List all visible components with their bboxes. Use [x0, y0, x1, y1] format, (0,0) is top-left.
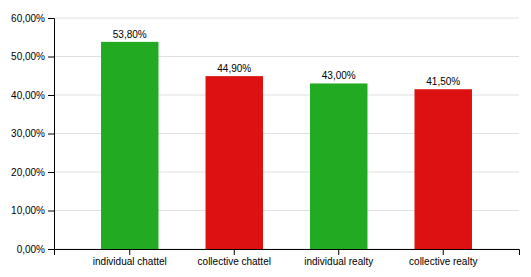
- grid-line: [54, 18, 519, 19]
- y-tick: 10,00%: [11, 205, 54, 216]
- y-tick: 50,00%: [11, 51, 54, 62]
- y-tick: 30,00%: [11, 128, 54, 139]
- y-tick-label: 50,00%: [11, 51, 45, 62]
- y-tick-mark: [48, 249, 54, 250]
- y-tick-label: 40,00%: [11, 90, 45, 101]
- x-tick-mark: [234, 249, 235, 255]
- y-tick-mark: [48, 57, 54, 58]
- x-tick-mark: [129, 249, 130, 255]
- y-tick: 0,00%: [17, 244, 54, 255]
- plot: 0,00% 10,00% 20,00% 30,00% 40,00% 50,00% 60,00…: [11, 13, 519, 267]
- x-tick-label: individual realty: [304, 256, 373, 267]
- x-tick: individual chattel: [93, 249, 167, 267]
- y-tick-label: 30,00%: [11, 128, 45, 139]
- y-tick: 20,00%: [11, 167, 54, 178]
- y-tick-mark: [48, 172, 54, 173]
- bar: [415, 89, 472, 249]
- x-tick: collective chattel: [198, 249, 271, 267]
- y-tick-mark: [48, 18, 54, 19]
- chart: 0,00% 10,00% 20,00% 30,00% 40,00% 50,00% 60,00…: [0, 0, 531, 277]
- data-label: 43,00%: [322, 70, 356, 81]
- bars: [101, 42, 472, 249]
- data-label: 53,80%: [113, 29, 147, 40]
- y-tick-mark: [48, 134, 54, 135]
- y-tick: 40,00%: [11, 90, 54, 101]
- x-axis: individual chattel collective chattel indi…: [55, 249, 520, 267]
- x-tick-mark: [338, 249, 339, 255]
- y-tick-mark: [48, 95, 54, 96]
- bar: [310, 83, 367, 249]
- x-tick-label: collective chattel: [198, 256, 271, 267]
- x-tick-mark: [443, 249, 444, 255]
- y-tick-label: 20,00%: [11, 167, 45, 178]
- y-tick: 60,00%: [11, 13, 54, 24]
- y-axis: 0,00% 10,00% 20,00% 30,00% 40,00% 50,00% 60,00…: [11, 13, 54, 255]
- data-label: 44,90%: [217, 63, 251, 74]
- y-tick-mark: [48, 211, 54, 212]
- x-tick-label: individual chattel: [93, 256, 167, 267]
- y-tick-label: 60,00%: [11, 13, 45, 24]
- bar: [206, 76, 263, 249]
- x-tick: collective realty: [409, 249, 477, 267]
- bar: [101, 42, 158, 249]
- y-axis-line: [48, 19, 55, 250]
- y-tick-label: 10,00%: [11, 205, 45, 216]
- y-tick-label: 0,00%: [17, 244, 45, 255]
- x-axis-line: [55, 250, 520, 256]
- data-labels: 53,80% 44,90% 43,00% 41,50%: [113, 29, 461, 87]
- x-tick-label: collective realty: [409, 256, 477, 267]
- x-tick: individual realty: [304, 249, 373, 267]
- data-label: 41,50%: [426, 76, 460, 87]
- grid: [54, 18, 519, 249]
